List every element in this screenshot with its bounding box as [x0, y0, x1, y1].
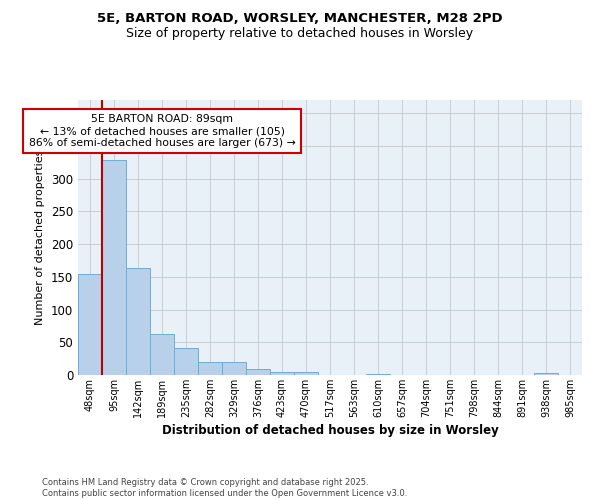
Text: Size of property relative to detached houses in Worsley: Size of property relative to detached ho… [127, 28, 473, 40]
Bar [174, 348, 198, 375]
Bar [126, 268, 150, 375]
Bar [270, 372, 294, 375]
Bar [78, 274, 102, 375]
Bar [294, 372, 318, 375]
Text: Contains HM Land Registry data © Crown copyright and database right 2025.
Contai: Contains HM Land Registry data © Crown c… [42, 478, 407, 498]
Bar [102, 160, 126, 375]
Bar [198, 362, 222, 375]
Bar [246, 369, 270, 375]
Text: 5E BARTON ROAD: 89sqm
← 13% of detached houses are smaller (105)
86% of semi-det: 5E BARTON ROAD: 89sqm ← 13% of detached … [29, 114, 295, 148]
Bar [150, 334, 174, 375]
X-axis label: Distribution of detached houses by size in Worsley: Distribution of detached houses by size … [161, 424, 499, 437]
Bar [366, 374, 390, 375]
Y-axis label: Number of detached properties: Number of detached properties [35, 150, 46, 325]
Bar [222, 362, 246, 375]
Text: 5E, BARTON ROAD, WORSLEY, MANCHESTER, M28 2PD: 5E, BARTON ROAD, WORSLEY, MANCHESTER, M2… [97, 12, 503, 24]
Bar [534, 373, 558, 375]
